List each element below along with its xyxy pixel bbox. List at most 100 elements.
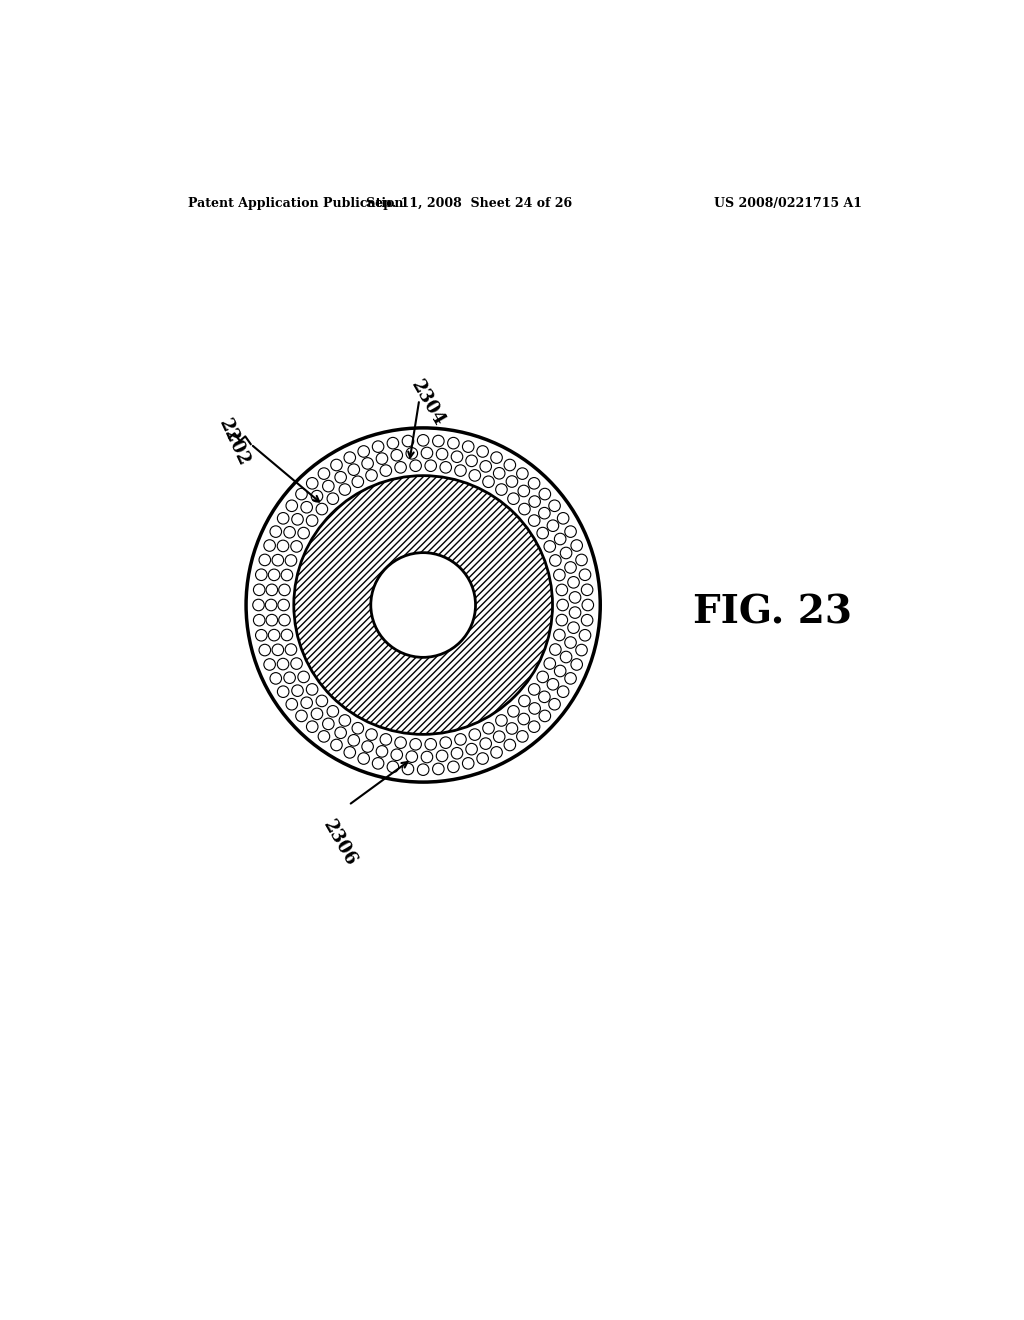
Circle shape xyxy=(440,462,452,473)
Circle shape xyxy=(268,569,280,581)
Circle shape xyxy=(569,607,581,618)
Circle shape xyxy=(395,737,407,748)
Circle shape xyxy=(278,686,289,697)
Circle shape xyxy=(286,554,297,566)
Circle shape xyxy=(278,599,290,611)
Circle shape xyxy=(331,459,342,471)
Circle shape xyxy=(547,678,559,690)
Circle shape xyxy=(571,659,583,671)
Circle shape xyxy=(348,734,359,746)
Circle shape xyxy=(455,734,466,746)
Circle shape xyxy=(306,478,318,490)
Circle shape xyxy=(477,446,488,457)
Circle shape xyxy=(272,644,284,656)
Circle shape xyxy=(366,729,377,741)
Circle shape xyxy=(323,718,334,730)
Text: 2304: 2304 xyxy=(408,376,449,429)
Circle shape xyxy=(246,428,600,781)
Circle shape xyxy=(547,520,559,532)
Circle shape xyxy=(391,450,402,461)
Circle shape xyxy=(567,622,580,634)
Circle shape xyxy=(301,697,312,709)
Circle shape xyxy=(256,630,267,642)
Circle shape xyxy=(447,762,459,772)
Circle shape xyxy=(286,644,297,655)
Circle shape xyxy=(278,512,289,524)
Circle shape xyxy=(380,465,391,477)
Circle shape xyxy=(517,467,528,479)
Circle shape xyxy=(266,614,278,626)
Circle shape xyxy=(504,739,516,751)
Circle shape xyxy=(410,738,422,750)
Circle shape xyxy=(469,470,480,482)
Text: 2306: 2306 xyxy=(319,817,359,869)
Circle shape xyxy=(517,730,528,742)
Circle shape xyxy=(279,585,290,595)
Circle shape xyxy=(556,614,567,626)
Circle shape xyxy=(279,614,290,626)
Circle shape xyxy=(266,583,278,595)
Circle shape xyxy=(554,630,565,640)
Circle shape xyxy=(466,455,477,466)
Text: Sep. 11, 2008  Sheet 24 of 26: Sep. 11, 2008 Sheet 24 of 26 xyxy=(367,197,572,210)
Circle shape xyxy=(318,730,330,742)
Circle shape xyxy=(528,515,540,527)
Circle shape xyxy=(339,714,350,726)
Circle shape xyxy=(528,721,540,733)
Circle shape xyxy=(259,644,270,656)
Circle shape xyxy=(282,569,293,581)
Circle shape xyxy=(508,706,519,717)
Circle shape xyxy=(421,751,433,763)
Circle shape xyxy=(432,763,444,775)
Circle shape xyxy=(539,507,550,519)
Circle shape xyxy=(278,540,289,552)
Circle shape xyxy=(582,599,594,611)
Circle shape xyxy=(575,554,588,566)
Circle shape xyxy=(496,483,507,495)
Circle shape xyxy=(432,436,444,447)
Circle shape xyxy=(539,710,551,722)
Circle shape xyxy=(407,447,418,459)
Text: FIG. 23: FIG. 23 xyxy=(692,594,852,632)
Circle shape xyxy=(518,713,529,725)
Circle shape xyxy=(550,644,561,655)
Circle shape xyxy=(335,727,346,738)
Circle shape xyxy=(582,614,593,626)
Circle shape xyxy=(286,698,298,710)
Circle shape xyxy=(253,583,265,595)
Circle shape xyxy=(421,447,433,459)
Circle shape xyxy=(436,750,447,762)
Circle shape xyxy=(253,599,264,611)
Circle shape xyxy=(335,471,346,483)
Circle shape xyxy=(425,738,436,750)
Text: 2202: 2202 xyxy=(215,416,253,470)
Circle shape xyxy=(528,478,540,490)
Circle shape xyxy=(556,585,567,595)
Circle shape xyxy=(519,503,530,515)
Circle shape xyxy=(490,451,503,463)
Circle shape xyxy=(565,525,577,537)
Circle shape xyxy=(323,480,334,492)
Circle shape xyxy=(272,554,284,566)
Circle shape xyxy=(560,651,571,663)
Circle shape xyxy=(291,541,302,552)
Circle shape xyxy=(278,659,289,669)
Circle shape xyxy=(327,706,339,717)
Circle shape xyxy=(571,540,583,552)
Circle shape xyxy=(463,758,474,770)
Circle shape xyxy=(452,451,463,462)
Circle shape xyxy=(447,437,459,449)
Circle shape xyxy=(452,747,463,759)
Circle shape xyxy=(291,657,302,669)
Circle shape xyxy=(306,684,317,696)
Circle shape xyxy=(380,734,391,746)
Circle shape xyxy=(306,515,317,527)
Circle shape xyxy=(358,446,370,457)
Circle shape xyxy=(463,441,474,453)
Circle shape xyxy=(402,436,414,447)
Circle shape xyxy=(565,562,577,573)
Circle shape xyxy=(506,475,518,487)
Circle shape xyxy=(265,599,276,611)
Text: Patent Application Publication: Patent Application Publication xyxy=(188,197,403,210)
Circle shape xyxy=(494,731,505,742)
